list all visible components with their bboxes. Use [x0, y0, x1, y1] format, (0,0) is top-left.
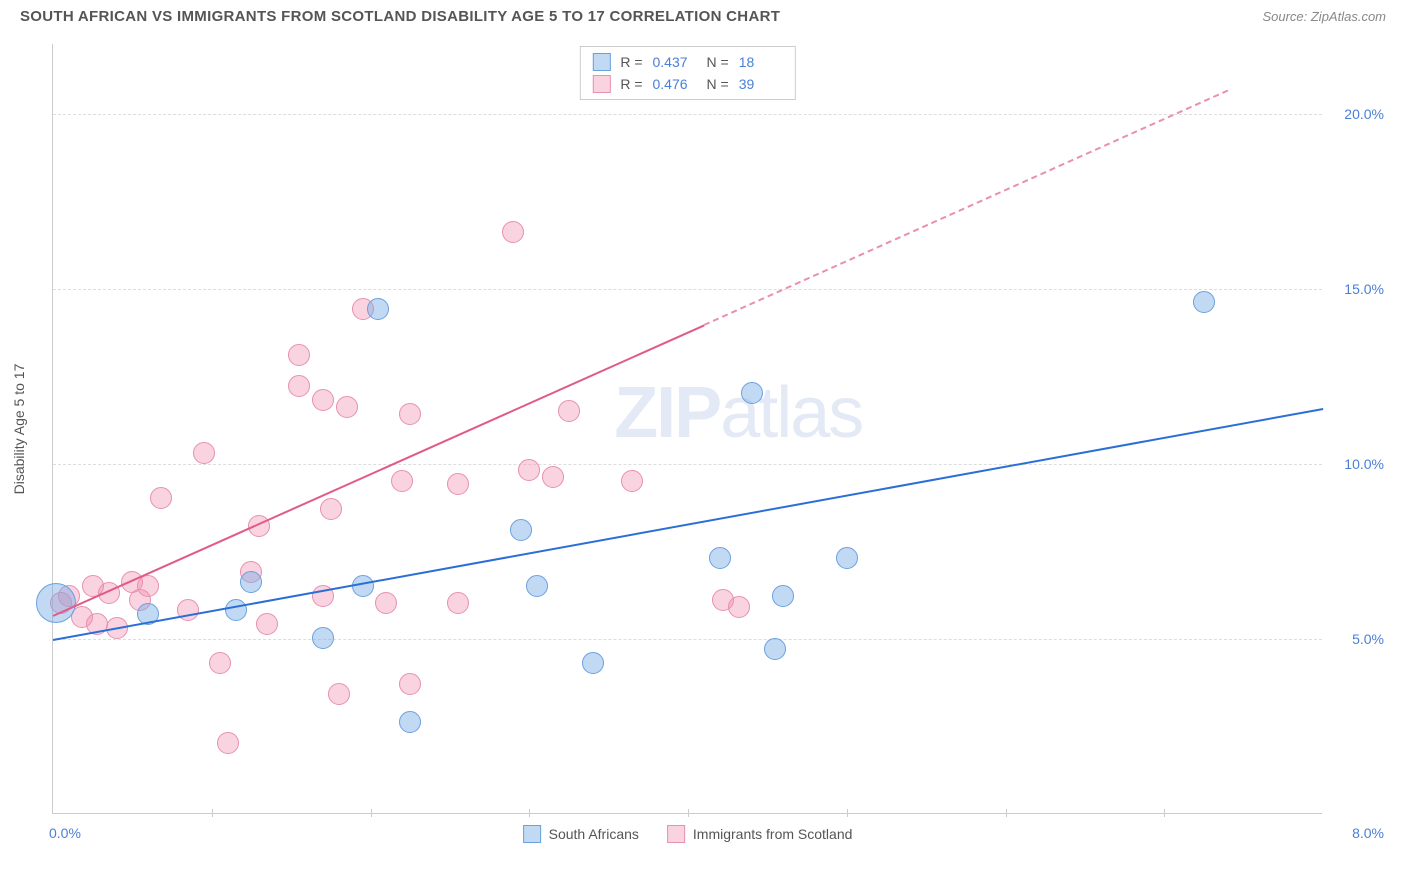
scotland-point [150, 487, 172, 509]
scotland-point [502, 221, 524, 243]
gridline [53, 464, 1322, 465]
south-african-point [526, 575, 548, 597]
legend-series-label: South Africans [549, 826, 639, 842]
n-label: N = [707, 54, 729, 70]
scotland-point [447, 592, 469, 614]
scotland-point [320, 498, 342, 520]
legend-swatch [667, 825, 685, 843]
n-value: 18 [739, 54, 783, 70]
scotland-point [336, 396, 358, 418]
legend-swatch [592, 53, 610, 71]
scotland-point [375, 592, 397, 614]
source-label: Source: ZipAtlas.com [1262, 9, 1386, 24]
south-african-point [582, 652, 604, 674]
legend-series-label: Immigrants from Scotland [693, 826, 853, 842]
south-african-point [836, 547, 858, 569]
y-tick-label: 5.0% [1352, 631, 1384, 647]
scotland-point [558, 400, 580, 422]
legend-series-item: Immigrants from Scotland [667, 825, 853, 843]
scotland-point [312, 389, 334, 411]
trend-line-dashed [703, 90, 1228, 326]
y-tick-label: 15.0% [1344, 281, 1384, 297]
trend-line [53, 408, 1323, 641]
scotland-point [728, 596, 750, 618]
scotland-point [193, 442, 215, 464]
south-african-point [240, 571, 262, 593]
south-african-point [225, 599, 247, 621]
r-value: 0.437 [653, 54, 697, 70]
x-tick [1164, 809, 1165, 817]
r-value: 0.476 [653, 76, 697, 92]
scotland-point [542, 466, 564, 488]
south-african-point [1193, 291, 1215, 313]
y-tick-label: 10.0% [1344, 456, 1384, 472]
x-tick [371, 809, 372, 817]
scotland-point [399, 403, 421, 425]
r-label: R = [620, 54, 642, 70]
x-tick [212, 809, 213, 817]
series-legend: South Africans Immigrants from Scotland [523, 825, 853, 843]
gridline [53, 114, 1322, 115]
scotland-point [328, 683, 350, 705]
south-african-point [772, 585, 794, 607]
correlation-legend: R = 0.437 N = 18 R = 0.476 N = 39 [579, 46, 795, 100]
south-african-point [764, 638, 786, 660]
x-axis-min-label: 0.0% [49, 825, 81, 841]
n-value: 39 [739, 76, 783, 92]
trend-line [53, 324, 705, 616]
legend-stat-row: R = 0.437 N = 18 [592, 51, 782, 73]
gridline [53, 639, 1322, 640]
south-african-point [741, 382, 763, 404]
legend-swatch [523, 825, 541, 843]
south-african-point [510, 519, 532, 541]
x-tick [1006, 809, 1007, 817]
scotland-point [288, 344, 310, 366]
south-african-point [312, 627, 334, 649]
n-label: N = [707, 76, 729, 92]
r-label: R = [620, 76, 642, 92]
y-axis-label: Disability Age 5 to 17 [11, 363, 27, 494]
scotland-point [209, 652, 231, 674]
south-african-point [367, 298, 389, 320]
x-tick [688, 809, 689, 817]
south-african-point [709, 547, 731, 569]
scotland-point [256, 613, 278, 635]
gridline [53, 289, 1322, 290]
watermark-text: ZIPatlas [614, 372, 862, 454]
scotland-point [399, 673, 421, 695]
scotland-point [621, 470, 643, 492]
legend-swatch [592, 75, 610, 93]
scotland-point [391, 470, 413, 492]
south-african-point [36, 583, 76, 623]
chart-title: SOUTH AFRICAN VS IMMIGRANTS FROM SCOTLAN… [20, 8, 780, 25]
scotland-point [518, 459, 540, 481]
x-tick [529, 809, 530, 817]
legend-series-item: South Africans [523, 825, 639, 843]
legend-stat-row: R = 0.476 N = 39 [592, 73, 782, 95]
scotland-point [447, 473, 469, 495]
x-tick [847, 809, 848, 817]
chart-plot-area: Disability Age 5 to 17 ZIPatlas 5.0%10.0… [52, 44, 1322, 814]
scotland-point [288, 375, 310, 397]
x-axis-max-label: 8.0% [1352, 825, 1384, 841]
south-african-point [399, 711, 421, 733]
scotland-point [217, 732, 239, 754]
y-tick-label: 20.0% [1344, 106, 1384, 122]
